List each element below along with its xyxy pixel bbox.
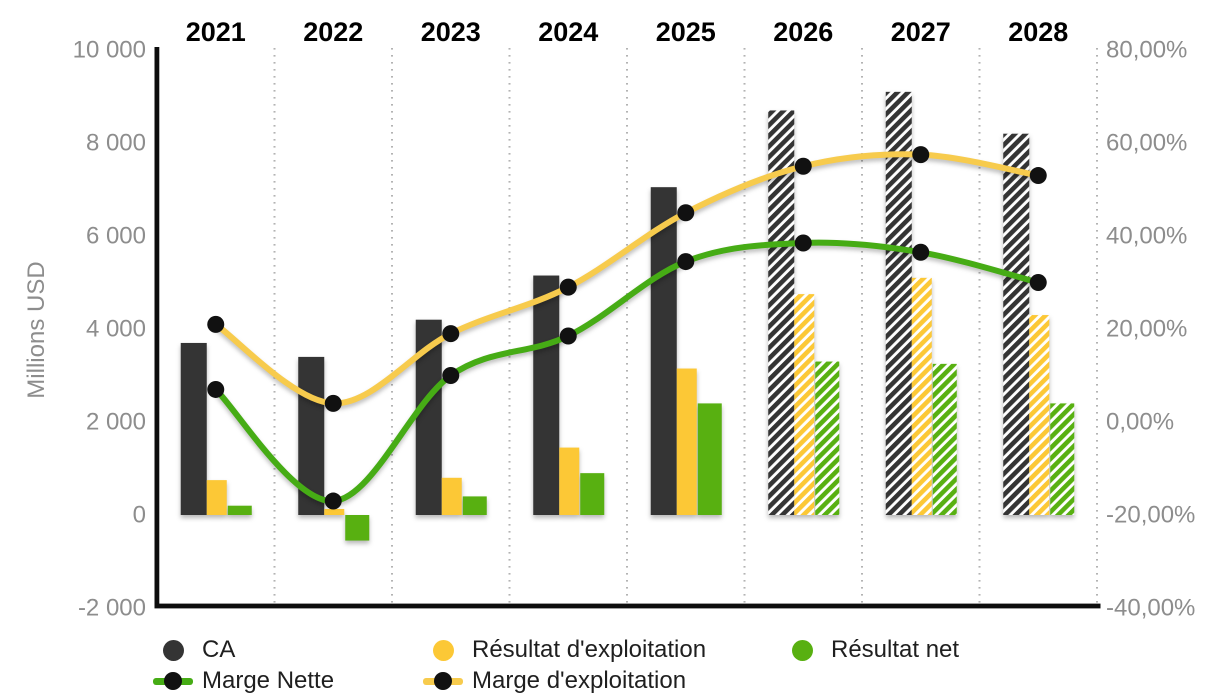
bar-ca-2027 xyxy=(885,91,912,515)
point-marge-nette-2022 xyxy=(324,492,342,510)
bar-r-sultat-net-2023 xyxy=(462,496,487,515)
grid-lines xyxy=(273,48,1098,604)
year-label-2025: 2025 xyxy=(656,17,716,47)
legend-label: Résultat net xyxy=(831,636,960,663)
point-marge-d-exploitation-2028 xyxy=(1029,167,1047,185)
left-axis-tick: 4 000 xyxy=(86,316,146,343)
point-marge-nette-2021 xyxy=(207,380,225,398)
bar-r-sultat-net-2025 xyxy=(697,403,722,515)
right-axis-tick: 40,00% xyxy=(1106,223,1187,250)
bar-r-sultat-net-2022 xyxy=(345,515,370,541)
bar-ca-2024 xyxy=(533,275,560,515)
legend-line-dot-icon xyxy=(423,666,463,696)
legend-dot-icon xyxy=(153,635,193,665)
bar-r-sultat-net-2027 xyxy=(932,363,957,515)
point-marge-d-exploitation-2025 xyxy=(677,204,695,222)
point-marge-d-exploitation-2022 xyxy=(324,394,342,412)
point-marge-nette-2027 xyxy=(912,243,930,261)
year-label-2026: 2026 xyxy=(773,17,833,47)
left-axis-tick: 6 000 xyxy=(86,223,146,250)
legend-dot-icon xyxy=(782,635,822,665)
bars xyxy=(180,91,1075,541)
legend-label: Marge d'exploitation xyxy=(472,667,687,694)
bar-ca-2021 xyxy=(180,342,207,515)
year-label-2028: 2028 xyxy=(1008,17,1068,47)
bar-r-sultat-d-exploitation-2021 xyxy=(206,480,227,515)
bar-ca-2025 xyxy=(650,187,677,516)
legend-item-r-sultat-d-exploitation[interactable]: Résultat d'exploitation xyxy=(423,635,706,665)
right-axis-tick: 0,00% xyxy=(1106,409,1174,436)
year-label-2027: 2027 xyxy=(891,17,951,47)
bar-r-sultat-d-exploitation-2025 xyxy=(676,368,697,515)
bar-r-sultat-net-2021 xyxy=(227,505,252,515)
legend-label: Marge Nette xyxy=(202,667,335,694)
year-label-2022: 2022 xyxy=(303,17,363,47)
right-axis-tick: -20,00% xyxy=(1106,502,1195,529)
legend-label: Résultat d'exploitation xyxy=(472,636,707,663)
year-label-2021: 2021 xyxy=(186,17,246,47)
right-axis-tick: -40,00% xyxy=(1106,595,1195,622)
bar-r-sultat-net-2024 xyxy=(580,473,605,515)
bar-ca-2028 xyxy=(1003,133,1030,515)
point-marge-d-exploitation-2021 xyxy=(207,315,225,333)
point-marge-nette-2028 xyxy=(1029,274,1047,291)
left-axis-tick: 2 000 xyxy=(86,409,146,436)
point-marge-nette-2023 xyxy=(442,367,460,384)
left-axis-tick: 0 xyxy=(133,502,146,529)
bar-r-sultat-d-exploitation-2022 xyxy=(324,508,345,515)
year-label-2023: 2023 xyxy=(421,17,481,47)
year-label-2024: 2024 xyxy=(538,17,598,47)
legend-item-marge-d-exploitation[interactable]: Marge d'exploitation xyxy=(423,666,686,696)
line-markers xyxy=(207,146,1047,510)
left-axis-tick: -2 000 xyxy=(78,595,146,622)
bar-r-sultat-d-exploitation-2026 xyxy=(794,294,815,515)
point-marge-d-exploitation-2027 xyxy=(912,146,930,164)
legend-item-r-sultat-net[interactable]: Résultat net xyxy=(782,635,959,665)
left-axis-tick: 8 000 xyxy=(86,130,146,157)
point-marge-d-exploitation-2024 xyxy=(559,278,577,296)
left-axis-tick: 10 000 xyxy=(73,37,146,64)
right-axis-tick: 60,00% xyxy=(1106,130,1187,157)
point-marge-nette-2025 xyxy=(677,253,695,271)
legend-item-marge-nette[interactable]: Marge Nette xyxy=(153,666,334,696)
bar-r-sultat-d-exploitation-2023 xyxy=(441,477,462,515)
legend-dot-icon xyxy=(423,635,463,665)
left-axis-line xyxy=(154,47,160,608)
point-marge-d-exploitation-2023 xyxy=(442,325,460,343)
bar-r-sultat-d-exploitation-2028 xyxy=(1029,315,1050,515)
right-axis-tick: 80,00% xyxy=(1106,37,1187,64)
legend-item-ca[interactable]: CA xyxy=(153,635,235,665)
legend-line-dot-icon xyxy=(153,666,193,696)
point-marge-nette-2026 xyxy=(794,234,812,252)
bar-r-sultat-net-2026 xyxy=(815,361,840,515)
right-axis-tick: 20,00% xyxy=(1106,316,1187,343)
point-marge-nette-2024 xyxy=(559,327,577,345)
bottom-axis-line xyxy=(154,603,1101,609)
legend-label: CA xyxy=(202,636,236,663)
bar-r-sultat-net-2028 xyxy=(1050,403,1075,515)
bar-r-sultat-d-exploitation-2024 xyxy=(559,447,580,515)
left-axis-title: Millions USD xyxy=(23,261,50,399)
bar-r-sultat-d-exploitation-2027 xyxy=(911,277,932,515)
point-marge-d-exploitation-2026 xyxy=(794,157,812,175)
